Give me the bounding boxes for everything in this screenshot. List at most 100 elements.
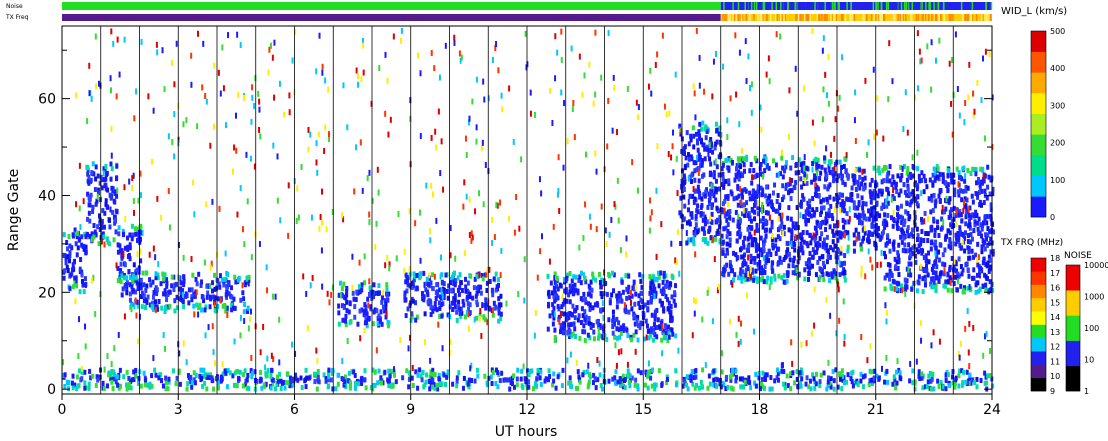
echo-cell <box>810 235 814 241</box>
echo-cell <box>664 335 668 341</box>
echo-cell <box>153 367 157 373</box>
echo-cell <box>982 177 985 183</box>
sparse-echo <box>264 364 267 371</box>
echo-cell <box>92 234 96 240</box>
echo-cell <box>714 121 718 127</box>
echo-cell <box>846 230 850 236</box>
echo-cell <box>881 202 885 208</box>
sparse-echo <box>346 124 349 131</box>
echo-cell <box>991 251 995 257</box>
strip-speckle <box>892 2 894 10</box>
echo-cell <box>641 321 645 327</box>
echo-cell <box>63 372 67 378</box>
echo-cell <box>846 244 850 250</box>
echo-cell <box>549 280 553 286</box>
echo-cell <box>712 193 716 199</box>
echo-cell <box>275 374 279 380</box>
echo-cell <box>842 164 846 170</box>
echo-cell <box>620 381 624 387</box>
echo-cell <box>963 248 967 254</box>
echo-cell <box>723 264 727 270</box>
echo-cell <box>706 240 710 246</box>
echo-cell <box>102 166 106 172</box>
strip-speckle <box>835 14 837 21</box>
sparse-echo <box>392 366 395 373</box>
sparse-echo <box>140 192 143 199</box>
echo-cell <box>911 173 915 179</box>
echo-cell <box>795 369 799 375</box>
echo-cell <box>930 372 934 378</box>
strip-speckle <box>807 14 810 21</box>
echo-cell <box>991 186 995 192</box>
sparse-echo <box>954 234 957 241</box>
sparse-echo <box>399 336 402 343</box>
echo-cell <box>845 211 849 217</box>
echo-cell <box>799 199 803 205</box>
echo-cell <box>623 376 627 382</box>
sparse-echo <box>867 248 870 255</box>
sparse-echo <box>691 332 694 339</box>
sparse-echo <box>193 311 196 318</box>
echo-cell <box>748 168 752 174</box>
echo-cell <box>709 235 713 241</box>
echo-cell <box>911 163 915 169</box>
sparse-echo <box>148 251 151 258</box>
sparse-echo <box>131 185 134 192</box>
echo-cell <box>65 239 69 245</box>
echo-cell <box>154 299 158 305</box>
echo-cell <box>852 232 856 238</box>
sparse-echo <box>950 100 953 107</box>
echo-cell <box>688 193 692 199</box>
echo-cell <box>563 297 567 303</box>
echo-cell <box>710 204 714 210</box>
echo-cell <box>148 384 152 390</box>
sparse-echo <box>855 236 858 243</box>
echo-cell <box>627 273 631 279</box>
echo-cell <box>348 301 352 307</box>
sparse-echo <box>560 28 563 35</box>
echo-cell <box>79 257 83 263</box>
echo-cell <box>95 198 99 204</box>
echo-cell <box>160 305 164 311</box>
sparse-echo <box>943 267 946 274</box>
sparse-echo <box>838 94 841 101</box>
echo-cell <box>108 224 112 230</box>
echo-cell <box>568 270 572 276</box>
echo-cell <box>839 250 843 256</box>
echo-cell <box>907 248 911 254</box>
sparse-echo <box>698 54 701 61</box>
sparse-echo <box>214 360 217 367</box>
echo-cell <box>551 302 555 308</box>
echo-cell <box>429 312 433 318</box>
sparse-echo <box>955 221 958 228</box>
echo-cell <box>736 156 740 162</box>
echo-cell <box>784 160 788 166</box>
echo-cell <box>916 249 920 255</box>
strip-speckle <box>880 14 883 21</box>
sparse-echo <box>812 232 815 239</box>
strip-speckle <box>926 14 928 21</box>
echo-cell <box>786 273 790 279</box>
strip-speckle <box>765 14 768 21</box>
strip-speckle <box>925 14 927 21</box>
echo-cell <box>715 128 719 134</box>
sparse-echo <box>829 312 832 319</box>
echo-cell <box>574 288 578 294</box>
echo-cell <box>852 205 856 211</box>
echo-cell <box>657 368 661 374</box>
echo-cell <box>638 325 642 331</box>
echo-cell <box>890 215 894 221</box>
echo-cell <box>863 175 867 181</box>
echo-cell <box>762 155 766 161</box>
echo-cell <box>611 330 615 336</box>
echo-cell <box>761 221 765 227</box>
echo-cell <box>924 258 928 264</box>
sparse-echo <box>162 331 165 338</box>
echo-cell <box>981 220 985 226</box>
echo-cell <box>978 199 982 205</box>
echo-cell <box>852 176 856 182</box>
echo-cell <box>776 192 780 198</box>
strip-speckle <box>950 14 952 21</box>
sparse-echo <box>625 251 628 258</box>
echo-cell <box>957 170 961 176</box>
